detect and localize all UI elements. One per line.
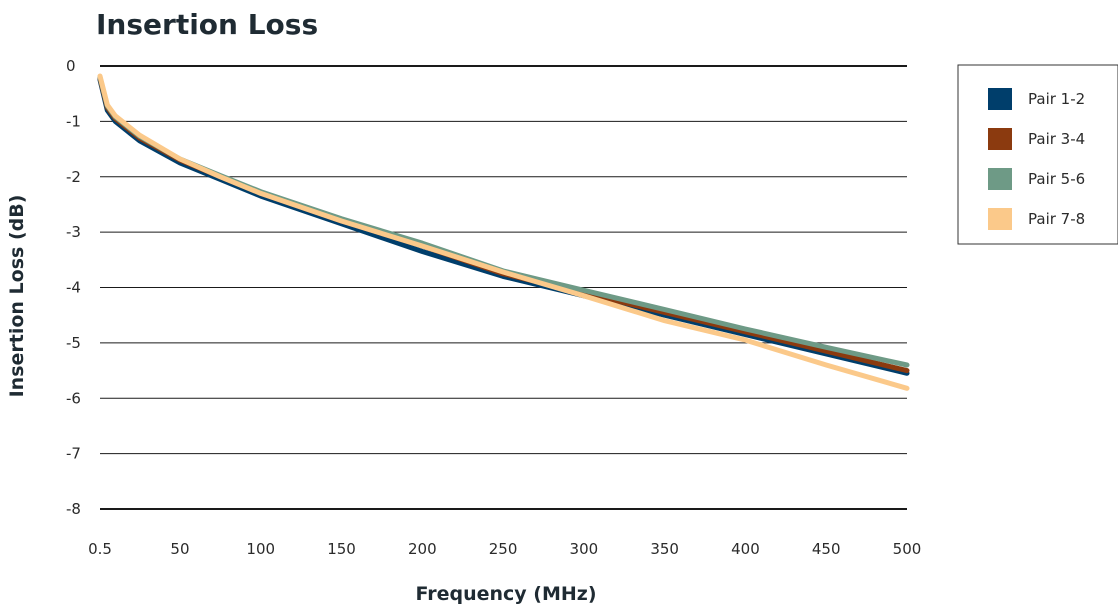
x-axis-title: Frequency (MHz) xyxy=(415,583,596,605)
x-tick-label: 50 xyxy=(170,540,189,558)
series-line-2 xyxy=(97,75,910,374)
y-tick-label: -8 xyxy=(66,500,81,518)
x-tick-label: 500 xyxy=(893,540,922,558)
legend-label: Pair 1-2 xyxy=(1028,90,1085,108)
x-tick-labels: 0.5 50 100 150 200 250 300 350 400 450 500 xyxy=(88,540,921,558)
y-tick-label: -4 xyxy=(66,279,81,297)
y-tick-label: -2 xyxy=(66,168,81,186)
y-tick-label: 0 xyxy=(66,57,76,75)
legend-swatch xyxy=(988,88,1012,110)
series-line-3 xyxy=(97,74,910,368)
x-tick-label: 400 xyxy=(731,540,760,558)
legend-label: Pair 3-4 xyxy=(1028,130,1085,148)
chart-title: Insertion Loss xyxy=(96,8,318,41)
legend-swatch xyxy=(988,168,1012,190)
y-tick-label: -7 xyxy=(66,445,81,463)
y-tick-label: -6 xyxy=(66,389,81,407)
y-axis-title: Insertion Loss (dB) xyxy=(6,195,28,398)
y-tick-labels: 0 -1 -2 -3 -4 -5 -6 -7 -8 xyxy=(66,57,81,518)
legend-box xyxy=(957,64,1118,245)
series-lines xyxy=(97,73,910,391)
legend-swatch xyxy=(988,128,1012,150)
x-tick-label: 350 xyxy=(650,540,679,558)
x-tick-label: 0.5 xyxy=(88,540,112,558)
x-tick-label: 300 xyxy=(570,540,599,558)
legend-swatch xyxy=(988,208,1012,230)
y-tick-label: -1 xyxy=(66,112,81,130)
x-tick-label: 450 xyxy=(812,540,841,558)
y-tick-label: -3 xyxy=(66,223,81,241)
x-tick-label: 100 xyxy=(246,540,275,558)
x-tick-label: 250 xyxy=(489,540,518,558)
grid-lines xyxy=(100,65,907,510)
y-tick-label: -5 xyxy=(66,334,81,352)
legend: Pair 1-2 Pair 3-4 Pair 5-6 Pair 7-8 xyxy=(957,64,1118,245)
series-line-4 xyxy=(97,73,910,391)
legend-label: Pair 5-6 xyxy=(1028,170,1085,188)
x-tick-label: 150 xyxy=(327,540,356,558)
x-tick-label: 200 xyxy=(408,540,437,558)
legend-label: Pair 7-8 xyxy=(1028,210,1085,228)
series-line-1 xyxy=(97,77,910,376)
